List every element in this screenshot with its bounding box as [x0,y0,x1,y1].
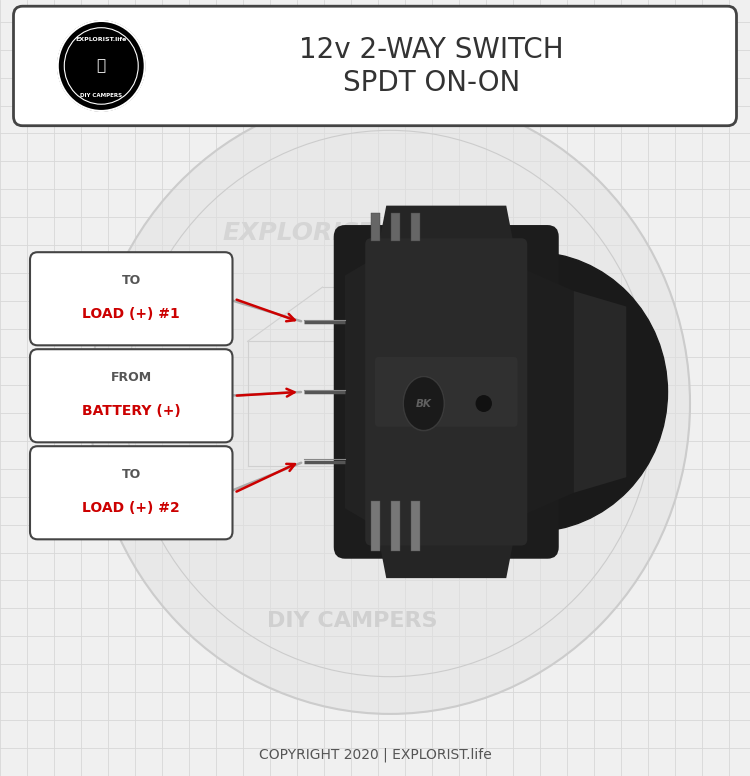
Text: EXPLORIST: EXPLORIST [223,221,377,244]
Text: COPYRIGHT 2020 | EXPLORIST.life: COPYRIGHT 2020 | EXPLORIST.life [259,747,491,761]
Ellipse shape [403,376,444,431]
Text: DIY CAMPERS: DIY CAMPERS [267,611,438,631]
Bar [370,213,380,241]
Text: FROM: FROM [111,371,152,383]
Polygon shape [379,206,514,244]
Text: 🚐: 🚐 [97,58,106,74]
Text: SPDT ON-ON: SPDT ON-ON [343,69,520,97]
FancyBboxPatch shape [365,238,527,546]
Bar [370,501,380,551]
Text: BK: BK [416,399,432,408]
Circle shape [90,93,690,714]
Bar [411,501,420,551]
Polygon shape [379,539,514,578]
Text: TO: TO [122,274,141,286]
Bar [411,213,420,241]
FancyBboxPatch shape [30,446,232,539]
Text: DIY CAMPERS: DIY CAMPERS [80,93,122,98]
FancyBboxPatch shape [375,357,518,427]
Bar [391,213,400,241]
Polygon shape [521,268,574,516]
FancyBboxPatch shape [30,252,232,345]
FancyBboxPatch shape [30,349,232,442]
Polygon shape [345,260,371,524]
Circle shape [58,21,145,111]
Text: EXPLORIST.life: EXPLORIST.life [76,37,127,42]
Bar [391,501,400,551]
Text: BATTERY (+): BATTERY (+) [82,404,181,418]
Text: LOAD (+) #2: LOAD (+) #2 [82,501,180,515]
FancyBboxPatch shape [334,225,559,559]
Circle shape [398,252,668,532]
FancyBboxPatch shape [13,6,736,126]
Text: 12v 2-WAY SWITCH: 12v 2-WAY SWITCH [299,36,563,64]
Circle shape [476,396,491,411]
Polygon shape [574,291,626,493]
Text: LOAD (+) #1: LOAD (+) #1 [82,307,180,321]
Text: .life: .life [462,262,498,281]
Text: TO: TO [122,468,141,480]
